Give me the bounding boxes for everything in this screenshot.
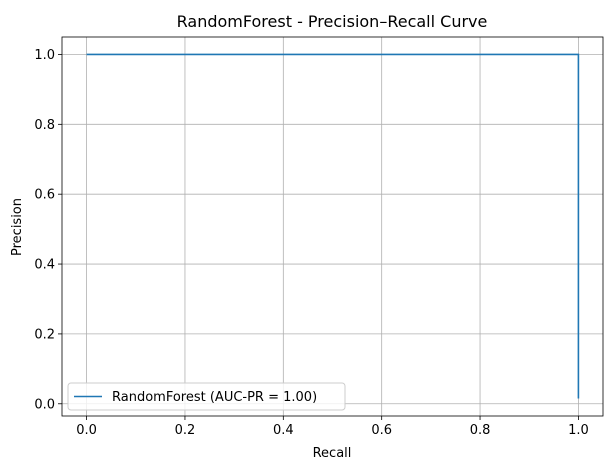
series-layer: [86, 53, 580, 399]
y-axis-label: Precision: [10, 198, 25, 256]
plot-frame: [61, 36, 604, 417]
y-tick-label: 0.8: [34, 118, 55, 133]
y-tick-label: 0.6: [34, 188, 55, 203]
x-axis-label: Recall: [313, 446, 352, 461]
y-tick-label: 0.4: [34, 258, 55, 273]
chart-title: RandomForest - Precision–Recall Curve: [177, 12, 488, 31]
legend-box: [67, 382, 346, 411]
y-tick-label: 1.0: [34, 48, 55, 63]
y-tick-label: 0.2: [34, 327, 55, 342]
grid-layer: [62, 37, 603, 416]
x-tick-label: 0.2: [175, 423, 196, 438]
x-tick-label: 0.6: [371, 423, 392, 438]
legend-label: RandomForest (AUC-PR = 1.00): [112, 390, 317, 405]
x-tick-label: 0.0: [76, 423, 97, 438]
y-tick-label: 0.0: [34, 397, 55, 412]
x-tick-label: 1.0: [568, 423, 589, 438]
x-tick-label: 0.4: [273, 423, 294, 438]
legend: RandomForest (AUC-PR = 1.00): [67, 382, 346, 411]
ticks-layer: 0.0 0.2 0.4 0.6 0.8 1.0 0.0 0.2 0.4 0.6 0.8 1.0: [34, 48, 588, 438]
x-tick-label: 0.8: [470, 423, 491, 438]
series-line: [86, 53, 580, 399]
